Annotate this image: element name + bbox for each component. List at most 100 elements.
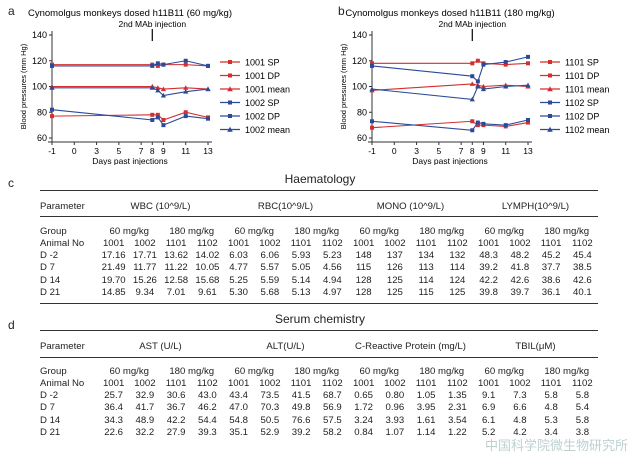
group-header: 60 mg/kg: [484, 365, 524, 377]
data-point: [183, 110, 188, 115]
table-cell: 21.49: [101, 262, 126, 274]
x-tick-label: 5: [116, 146, 121, 156]
param-label: Parameter: [40, 340, 85, 352]
data-point: [183, 85, 189, 90]
table-cell: 1.72: [354, 402, 373, 414]
table-cell: 124: [449, 274, 466, 286]
data-point: [370, 119, 374, 124]
animal-label: Animal No: [40, 377, 85, 389]
serum-title: Serum chemistry: [274, 312, 366, 326]
table-cell: 36.7: [166, 402, 186, 414]
y-tick-label: 140: [352, 30, 367, 40]
x-tick-label: 8: [470, 146, 475, 156]
panel-label-c: c: [8, 176, 14, 190]
data-point: [149, 85, 155, 90]
param-header: RBC(10^9/L): [257, 200, 314, 212]
data-point: [205, 86, 211, 92]
data-point: [206, 63, 210, 68]
data-point: [475, 120, 480, 125]
table-cell: 13.62: [164, 249, 189, 261]
data-point: [469, 96, 475, 102]
data-point: [526, 120, 530, 125]
table-cell: 70.3: [260, 402, 280, 414]
table-cell: 15.26: [132, 274, 157, 286]
row-label: D 7: [40, 262, 55, 274]
y-tick-label: 100: [352, 82, 367, 92]
series-line: [52, 87, 209, 97]
animal-number: 1001: [477, 377, 500, 389]
animal-number: 1102: [447, 377, 468, 389]
data-point: [155, 63, 160, 68]
animal-number: 1101: [290, 237, 312, 249]
table-cell: 36.1: [541, 287, 561, 299]
legend-label: 1101 mean: [565, 85, 609, 95]
legend-label: 1102 DP: [565, 112, 599, 122]
series-line: [371, 120, 529, 129]
legend-marker: [548, 73, 552, 78]
table-cell: 14.85: [101, 287, 126, 299]
table-cell: 32.2: [135, 427, 155, 439]
table-cell: 5.05: [291, 262, 311, 274]
legend-label: 1101 SP: [565, 58, 599, 68]
table-cell: 137: [386, 249, 403, 261]
animal-number: 1001: [352, 237, 375, 249]
x-tick-label: 3: [94, 146, 99, 156]
param-header: C-Reactive Protein (mg/L): [355, 340, 466, 352]
series-line: [371, 56, 529, 83]
table-cell: 5.57: [260, 262, 280, 274]
animal-number: 1002: [509, 377, 531, 389]
table-cell: 15.68: [195, 274, 220, 286]
table-cell: 42.6: [573, 274, 592, 286]
data-point: [525, 82, 531, 88]
table-cell: 43.0: [198, 389, 217, 401]
table-cell: 27.9: [166, 427, 186, 439]
group-header: 180 mg/kg: [294, 225, 340, 237]
data-point: [160, 92, 167, 98]
table-cell: 41.5: [291, 389, 311, 401]
table-cell: 34.3: [104, 414, 123, 426]
table-cell: 5.59: [260, 274, 280, 286]
table-cell: 0.65: [354, 389, 373, 401]
x-tick-label: 8: [150, 146, 155, 156]
row-label: D -2: [40, 389, 59, 401]
data-point: [50, 63, 54, 68]
table-cell: 0.96: [385, 402, 405, 414]
table-cell: 41.8: [510, 262, 530, 274]
table-cell: 17.71: [132, 249, 157, 261]
animal-number: 1002: [509, 237, 531, 249]
watermark-text: 中国科学院微生物研究所: [484, 438, 628, 453]
serum-top-rule: [40, 330, 598, 331]
y-tick-label: 140: [32, 30, 47, 40]
y-tick-label: 120: [32, 56, 47, 66]
x-tick-label: 13: [523, 146, 533, 156]
legend-marker: [228, 114, 232, 118]
data-point: [503, 83, 509, 89]
table-cell: 38.6: [541, 274, 561, 286]
animal-number: 1102: [197, 377, 218, 389]
table-cell: 42.6: [510, 274, 530, 286]
group-header: 180 mg/kg: [419, 225, 465, 237]
table-cell: 3.4: [544, 427, 558, 439]
data-point: [160, 86, 167, 92]
row-label: D 14: [40, 274, 61, 286]
table-cell: 1.61: [416, 414, 436, 426]
table-cell: 39.8: [479, 287, 498, 299]
animal-number: 1101: [165, 237, 187, 249]
table-cell: 5.25: [229, 274, 248, 286]
table-cell: 126: [386, 262, 403, 274]
group-label: Group: [40, 225, 67, 237]
x-tick-label: 7: [139, 146, 144, 156]
data-point: [370, 63, 374, 68]
legend-marker: [227, 86, 233, 92]
data-point: [50, 114, 54, 119]
x-tick-label: -1: [368, 146, 376, 156]
data-point: [470, 74, 475, 79]
table-cell: 68.7: [323, 389, 342, 401]
table-cell: 4.77: [229, 262, 248, 274]
table-cell: 3.24: [354, 414, 373, 426]
table-cell: 42.2: [166, 414, 186, 426]
chart-title: Cynomolgus monkeys dosed h11B11 (180 mg/…: [345, 8, 554, 19]
data-point: [503, 62, 508, 67]
table-cell: 36.4: [104, 402, 123, 414]
series-line: [51, 109, 209, 126]
